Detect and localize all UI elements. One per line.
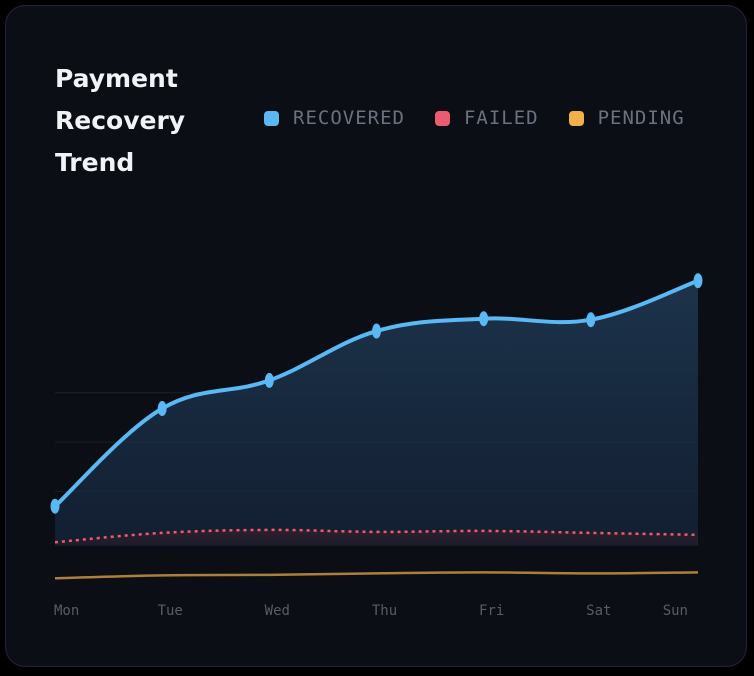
- legend-item-recovered[interactable]: RECOVERED: [264, 107, 405, 129]
- legend-label-failed: FAILED: [463, 107, 539, 129]
- legend-swatch-recovered: [264, 110, 279, 126]
- chart-legend: RECOVERED FAILED PENDING: [264, 106, 685, 130]
- legend-item-failed[interactable]: FAILED: [434, 107, 539, 129]
- recovered-point-tue[interactable]: [157, 401, 167, 417]
- recovered-point-sat[interactable]: [586, 312, 596, 328]
- legend-swatch-failed: [434, 110, 450, 126]
- series-line-failed: [54, 528, 699, 544]
- legend-item-pending[interactable]: PENDING: [568, 107, 685, 129]
- x-tick-tue: Tue: [158, 603, 183, 619]
- x-tick-thu: Thu: [372, 603, 397, 619]
- recovered-point-fri[interactable]: [479, 311, 489, 327]
- legend-swatch-pending: [568, 110, 584, 126]
- recovered-point-sun[interactable]: [693, 273, 703, 289]
- x-tick-sun: Sun: [663, 603, 688, 619]
- failed-area: [55, 529, 698, 546]
- series-line-pending: [54, 571, 699, 580]
- x-tick-wed: Wed: [265, 603, 290, 619]
- recovered-area: [55, 280, 698, 546]
- recovered-point-thu[interactable]: [372, 323, 381, 339]
- x-tick-mon: Mon: [54, 603, 79, 619]
- recovered-point-wed[interactable]: [264, 372, 274, 388]
- recovered-point-mon[interactable]: [50, 498, 60, 514]
- legend-label-pending: PENDING: [597, 107, 685, 129]
- x-tick-fri: Fri: [479, 603, 504, 619]
- chart-title: Payment Recovery Trend: [55, 64, 186, 177]
- x-tick-sat: Sat: [586, 603, 611, 619]
- legend-label-recovered: RECOVERED: [293, 107, 405, 129]
